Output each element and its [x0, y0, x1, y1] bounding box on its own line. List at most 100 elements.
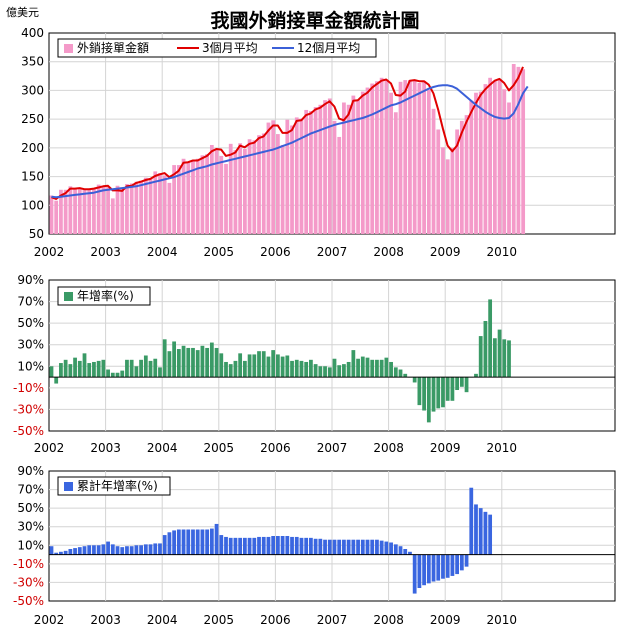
x-tick-label: 2003: [90, 245, 121, 259]
y-tick-label: -30%: [13, 575, 44, 589]
bar: [483, 84, 488, 235]
bar: [497, 78, 502, 234]
y-tick-label: -50%: [13, 424, 44, 438]
bar: [441, 147, 445, 234]
bar: [426, 377, 431, 423]
bar: [304, 537, 309, 555]
bar: [337, 365, 342, 378]
bar: [455, 129, 460, 234]
bar: [257, 135, 261, 234]
bar: [342, 539, 346, 555]
bar: [110, 198, 115, 234]
bar: [209, 144, 214, 234]
bar: [408, 80, 412, 234]
bar: [502, 339, 507, 378]
y-tick-label: 150: [21, 170, 44, 184]
bar: [313, 107, 318, 234]
bar: [200, 529, 205, 555]
y-tick-label: 70%: [17, 483, 44, 497]
bar: [346, 104, 351, 235]
bar: [436, 377, 441, 409]
bar: [214, 347, 219, 378]
bar: [426, 89, 431, 235]
bar: [398, 369, 403, 378]
bar: [247, 139, 252, 234]
bar: [266, 122, 271, 234]
bar: [412, 377, 417, 383]
bar: [375, 81, 379, 235]
x-tick-label: 2008: [373, 441, 404, 455]
bar: [393, 544, 398, 555]
bar: [148, 544, 153, 555]
bar: [403, 549, 408, 555]
bar: [148, 178, 153, 234]
bar: [280, 356, 285, 378]
bar: [483, 320, 488, 378]
bar: [172, 530, 177, 555]
bar: [77, 189, 82, 234]
y-tick-label: -30%: [13, 402, 44, 416]
bar: [304, 361, 309, 378]
x-tick-label: 2007: [317, 441, 348, 455]
legend: 年增率(%): [57, 286, 151, 306]
bar: [120, 370, 125, 378]
bar: [497, 329, 502, 378]
x-tick-label: 2010: [487, 245, 518, 259]
bar: [459, 554, 464, 571]
bar: [445, 377, 450, 401]
x-tick-label: 2006: [260, 245, 291, 259]
legend: 外銷接單金額 3個月平均 12個月平均: [57, 38, 377, 58]
y-tick-label: 400: [21, 26, 44, 40]
bar: [115, 546, 120, 555]
bar: [492, 338, 497, 378]
bar: [195, 350, 200, 378]
bar: [360, 539, 365, 555]
bar: [309, 537, 313, 555]
bar: [252, 537, 257, 555]
bar: [389, 92, 393, 235]
x-tick-label: 2005: [204, 613, 235, 627]
bar: [252, 354, 257, 378]
x-tick-label: 2006: [260, 613, 291, 627]
bar: [507, 102, 511, 234]
x-tick-label: 2007: [317, 613, 348, 627]
bar: [323, 100, 327, 234]
bar: [294, 117, 299, 234]
bar: [450, 554, 455, 576]
bar: [332, 120, 337, 234]
bar: [181, 345, 186, 378]
y-tick-label: 70%: [17, 295, 44, 309]
bar: [181, 158, 186, 234]
bar: [68, 186, 73, 234]
bar: [68, 549, 73, 555]
panel1-unit-label: 億美元: [6, 6, 39, 19]
bar: [360, 91, 365, 234]
bar: [474, 92, 478, 235]
y-tick-label: 300: [21, 83, 44, 97]
bar: [68, 364, 73, 378]
bar: [346, 539, 351, 555]
bar: [172, 341, 177, 378]
bar: [384, 79, 389, 234]
bar: [365, 357, 370, 378]
bar: [63, 550, 68, 555]
bar: [120, 547, 125, 555]
x-tick-label: 2009: [430, 613, 461, 627]
x-tick-label: 2007: [317, 245, 348, 259]
bar: [186, 529, 191, 555]
legend-label: 年增率(%): [77, 288, 134, 303]
bar: [323, 366, 327, 378]
x-tick-label: 2005: [204, 441, 235, 455]
bar: [101, 544, 106, 555]
legend-swatch: [64, 292, 73, 301]
bar: [360, 356, 365, 378]
x-tick-label: 2010: [487, 441, 518, 455]
bar: [224, 536, 228, 555]
bar: [191, 347, 195, 378]
bar: [191, 529, 195, 555]
bar: [379, 359, 384, 378]
y-tick-label: 250: [21, 112, 44, 126]
ma12-line: [51, 84, 529, 199]
chart-title: 我國外銷接單金額統計圖: [210, 9, 419, 32]
bar: [393, 367, 398, 378]
